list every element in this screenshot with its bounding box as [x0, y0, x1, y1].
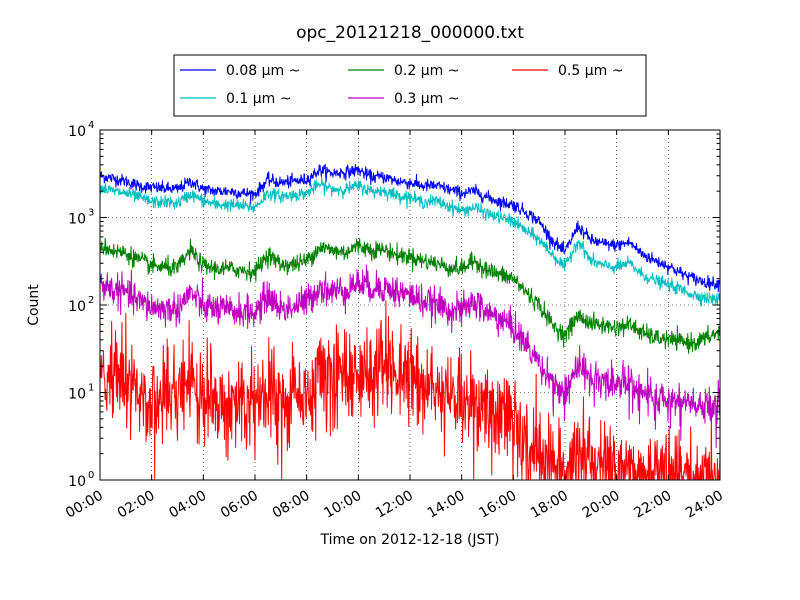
y-tick-label: 10 — [68, 387, 86, 403]
y-tick-label-exponent: 3 — [88, 208, 94, 219]
y-tick-label-exponent: 0 — [88, 470, 94, 481]
series-line — [99, 163, 721, 293]
y-tick-label-exponent: 4 — [88, 120, 94, 131]
x-tick-label: 24:00 — [683, 488, 726, 522]
y-tick-label: 10 — [68, 474, 86, 490]
legend-label: 0.08 μm ~ — [226, 63, 300, 79]
legend: 0.08 μm ~ 0.1 μm ~ 0.2 μm ~ 0.3 μm ~ 0.5 μm … — [173, 54, 647, 117]
x-tick-label: 16:00 — [476, 488, 519, 522]
x-tick-label: 12:00 — [373, 488, 416, 522]
legend-label: 0.5 μm ~ — [558, 63, 623, 79]
x-tick-label: 10:00 — [321, 488, 364, 522]
legend-label: 0.2 μm ~ — [394, 63, 459, 79]
legend-label: 0.1 μm ~ — [226, 91, 291, 107]
y-tick-label: 10 — [68, 212, 86, 228]
x-tick-label: 08:00 — [270, 488, 313, 522]
x-tick-label: 00:00 — [63, 488, 106, 522]
series-line — [99, 264, 721, 449]
x-tick-label: 14:00 — [425, 488, 468, 522]
y-tick-label-exponent: 1 — [88, 383, 94, 394]
y-tick-label-exponent: 2 — [88, 295, 94, 306]
x-tick-label: 20:00 — [580, 488, 623, 522]
chart-title: opc_20121218_000000.txt — [296, 23, 524, 43]
x-tick-label: 04:00 — [166, 488, 209, 522]
legend-box — [173, 54, 647, 117]
x-axis-label: Time on 2012-12-18 (JST) — [320, 532, 500, 548]
x-tick-label: 02:00 — [115, 488, 158, 522]
x-tick-label: 18:00 — [528, 488, 571, 522]
y-axis-label: Count — [26, 284, 42, 326]
y-tick-label: 10 — [68, 299, 86, 315]
series-line — [99, 237, 721, 354]
x-tick-label: 22:00 — [631, 488, 674, 522]
legend-label: 0.3 μm ~ — [394, 91, 459, 107]
y-tick-label: 10 — [68, 124, 86, 140]
plot-area: 00:00 02:00 04:00 06:00 08:00 10:00 12:00 14:00… — [63, 120, 726, 522]
series-line — [99, 176, 721, 307]
x-tick-label: 06:00 — [218, 488, 261, 522]
